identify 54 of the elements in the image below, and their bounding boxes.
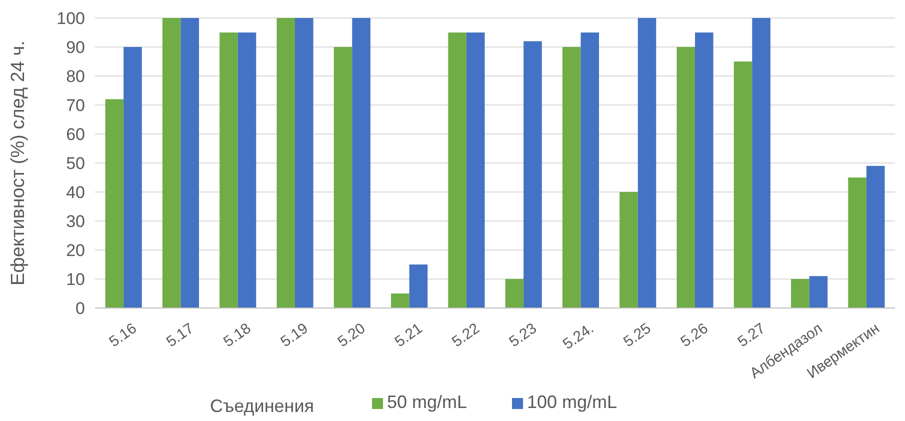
bar [676, 47, 695, 308]
legend-label: 50 mg/mL [387, 392, 468, 412]
bar [734, 62, 752, 308]
y-tick-label: 80 [66, 66, 85, 86]
bar [352, 18, 370, 308]
x-tick-label: 5.23 [506, 320, 540, 351]
bar [791, 279, 810, 308]
x-tick-label: 5.24. [560, 320, 598, 354]
bar [752, 18, 770, 308]
x-tick-label: 5.17 [163, 320, 198, 351]
y-tick-label: 30 [66, 212, 85, 231]
bar [866, 166, 885, 308]
y-tick-label: 100 [56, 8, 85, 28]
y-tick-label: 50 [66, 154, 85, 173]
bar [448, 32, 466, 308]
bar [238, 32, 256, 308]
bar [580, 32, 599, 308]
bar [409, 264, 428, 308]
bar [848, 178, 866, 308]
bar [276, 18, 295, 308]
x-tick-label: 5.25 [620, 320, 654, 351]
legend-label: 100 mg/mL [527, 392, 618, 412]
x-tick-label: 5.16 [106, 320, 140, 351]
y-tick-label: 20 [66, 240, 85, 260]
y-tick-label: 0 [76, 298, 85, 318]
x-tick-label: 5.20 [334, 320, 368, 351]
bar [695, 32, 714, 308]
bar [124, 47, 142, 308]
bar [180, 18, 199, 308]
bar [162, 18, 181, 308]
bar [220, 32, 238, 308]
y-tick-label: 40 [66, 182, 85, 202]
y-tick-label: 70 [66, 96, 85, 115]
y-axis-title: Ефективност (%) след 24 ч. [8, 40, 29, 286]
x-tick-label: 5.26 [678, 320, 712, 351]
bar [524, 41, 542, 308]
bar [562, 47, 581, 308]
y-tick-label: 90 [66, 38, 85, 57]
x-tick-label: 5.18 [220, 320, 254, 351]
bar [295, 18, 314, 308]
bar [105, 99, 124, 308]
bar [466, 32, 485, 308]
x-tick-label: 5.21 [392, 320, 426, 351]
bar [620, 192, 638, 308]
bar [638, 18, 656, 308]
x-axis-title: Съединения [210, 396, 314, 416]
bar [391, 294, 410, 308]
bar [505, 279, 524, 308]
bar [334, 47, 352, 308]
x-tick-label: 5.19 [278, 320, 312, 351]
bar [809, 276, 828, 308]
y-tick-label: 10 [66, 270, 85, 289]
x-tick-label: 5.22 [449, 320, 483, 351]
y-tick-label: 60 [66, 124, 85, 144]
